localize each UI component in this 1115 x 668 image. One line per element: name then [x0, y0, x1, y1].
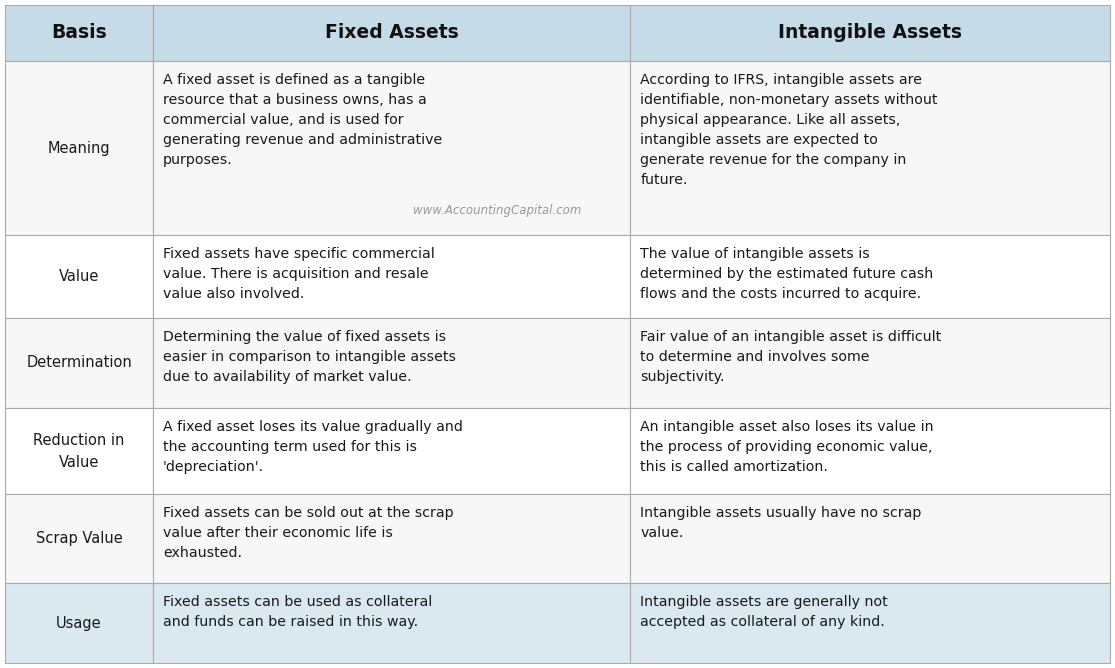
Bar: [4, 5, 153, 61]
Bar: [153, 61, 630, 235]
Text: Determining the value of fixed assets is
easier in comparison to intangible asse: Determining the value of fixed assets is…: [163, 329, 456, 383]
Text: Determination: Determination: [26, 355, 132, 370]
Text: A fixed asset loses its value gradually and
the accounting term used for this is: A fixed asset loses its value gradually …: [163, 420, 463, 474]
Text: Intangible Assets: Intangible Assets: [778, 23, 962, 43]
Text: Meaning: Meaning: [48, 141, 110, 156]
Bar: [153, 494, 630, 583]
Bar: [153, 317, 630, 408]
Text: Scrap Value: Scrap Value: [36, 531, 123, 546]
Text: According to IFRS, intangible assets are
identifiable, non-monetary assets witho: According to IFRS, intangible assets are…: [640, 73, 938, 187]
Text: Usage: Usage: [56, 616, 101, 631]
Text: Basis: Basis: [51, 23, 107, 43]
Bar: [153, 5, 630, 61]
Bar: [630, 61, 1111, 235]
Bar: [153, 408, 630, 494]
Text: The value of intangible assets is
determined by the estimated future cash
flows : The value of intangible assets is determ…: [640, 247, 933, 301]
Bar: [630, 408, 1111, 494]
Bar: [4, 317, 153, 408]
Bar: [630, 317, 1111, 408]
Bar: [4, 235, 153, 317]
Text: Fixed assets can be sold out at the scrap
value after their economic life is
exh: Fixed assets can be sold out at the scra…: [163, 506, 454, 560]
Text: A fixed asset is defined as a tangible
resource that a business owns, has a
comm: A fixed asset is defined as a tangible r…: [163, 73, 443, 167]
Bar: [4, 494, 153, 583]
Text: Value: Value: [59, 269, 99, 284]
Bar: [153, 235, 630, 317]
Bar: [630, 235, 1111, 317]
Text: An intangible asset also loses its value in
the process of providing economic va: An intangible asset also loses its value…: [640, 420, 934, 474]
Text: Reduction in
Value: Reduction in Value: [33, 433, 125, 470]
Text: Fixed assets can be used as collateral
and funds can be raised in this way.: Fixed assets can be used as collateral a…: [163, 595, 433, 629]
Text: Intangible assets are generally not
accepted as collateral of any kind.: Intangible assets are generally not acce…: [640, 595, 889, 629]
Bar: [4, 61, 153, 235]
Text: Intangible assets usually have no scrap
value.: Intangible assets usually have no scrap …: [640, 506, 922, 540]
Bar: [153, 583, 630, 663]
Text: Fixed assets have specific commercial
value. There is acquisition and resale
val: Fixed assets have specific commercial va…: [163, 247, 435, 301]
Bar: [630, 583, 1111, 663]
Bar: [630, 494, 1111, 583]
Text: www.AccountingCapital.com: www.AccountingCapital.com: [413, 204, 581, 217]
Bar: [4, 583, 153, 663]
Bar: [4, 408, 153, 494]
Text: Fixed Assets: Fixed Assets: [324, 23, 458, 43]
Bar: [630, 5, 1111, 61]
Text: Fair value of an intangible asset is difficult
to determine and involves some
su: Fair value of an intangible asset is dif…: [640, 329, 942, 383]
